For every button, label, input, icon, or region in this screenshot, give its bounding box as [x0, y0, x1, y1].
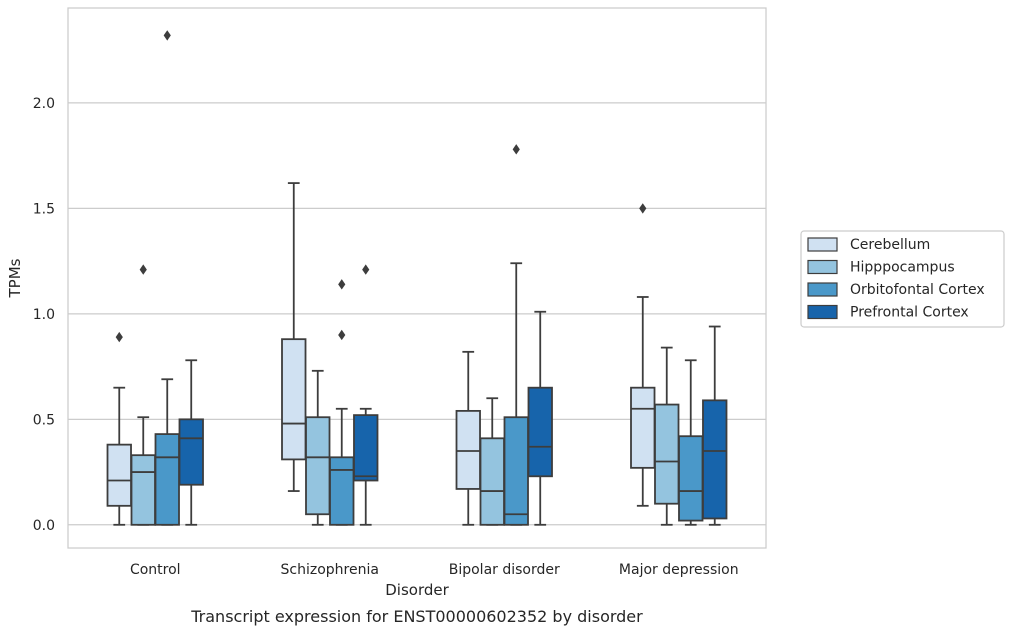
box-plot	[329, 279, 355, 526]
outlier-point	[338, 279, 346, 290]
y-tick-labels: 0.0 0.5 1.0 1.5 2.0	[33, 96, 55, 534]
outlier-point	[362, 264, 370, 275]
legend-label: Orbitofontal Cortex	[850, 282, 985, 298]
box-plot	[281, 182, 307, 492]
iqr-box	[678, 435, 704, 522]
x-tick-label: Bipolar disorder	[449, 562, 560, 578]
legend-item: Hipppocampus	[807, 259, 955, 276]
iqr-box	[455, 409, 481, 490]
legend-item: Orbitofontal Cortex	[807, 282, 985, 298]
iqr-box	[154, 433, 180, 526]
iqr-box	[353, 414, 379, 482]
legend-swatch	[807, 282, 838, 297]
box-plot	[106, 331, 132, 526]
box-plot	[678, 359, 704, 526]
box-plot	[305, 369, 331, 526]
legend-item: Prefrontal Cortex	[807, 304, 969, 321]
box-group	[281, 182, 379, 526]
iqr-box	[630, 386, 656, 469]
box-plot	[130, 264, 156, 526]
iqr-box	[654, 403, 680, 505]
y-tick-label: 0.0	[33, 518, 55, 534]
box-group	[630, 203, 728, 526]
legend-label: Cerebellum	[850, 237, 930, 253]
legend-label: Prefrontal Cortex	[850, 305, 969, 321]
x-tick-labels: Control Schizophrenia Bipolar disorder Majo…	[130, 562, 739, 578]
outlier-point	[139, 264, 147, 275]
iqr-box	[329, 456, 355, 526]
iqr-box	[281, 338, 307, 461]
box-plot	[527, 310, 553, 526]
y-tick-label: 0.5	[33, 412, 55, 428]
box-plot	[353, 264, 379, 526]
plot-frame	[67, 7, 767, 549]
x-axis-label: Disorder	[385, 581, 449, 599]
outlier-point	[512, 144, 520, 155]
legend-swatch	[807, 304, 838, 320]
y-tick-label: 1.5	[33, 201, 55, 217]
outlier-point	[115, 331, 123, 343]
y-axis-label: TPMs	[6, 258, 24, 298]
box-groups	[106, 30, 728, 526]
box-plot	[178, 359, 204, 526]
outlier-point	[338, 329, 346, 341]
legend-swatch	[807, 237, 838, 252]
x-tick-label: Control	[130, 562, 181, 578]
iqr-box	[106, 443, 132, 507]
x-tick-label: Schizophrenia	[281, 562, 379, 578]
box-plot	[154, 30, 180, 526]
y-tick-label: 1.0	[33, 307, 55, 323]
iqr-box	[503, 416, 529, 526]
iqr-box	[527, 386, 553, 478]
box-plot	[702, 325, 728, 526]
iqr-box	[479, 437, 505, 526]
outlier-point	[639, 203, 647, 214]
legend: Cerebellum Hipppocampus Orbitofontal Corte…	[800, 230, 1005, 328]
legend-label: Hipppocampus	[850, 260, 955, 276]
box-plot	[654, 346, 680, 526]
box-group	[106, 30, 204, 526]
legend-frame	[800, 230, 1005, 328]
iqr-box	[130, 454, 156, 526]
box-plot	[503, 144, 529, 526]
box-plot	[479, 397, 505, 526]
iqr-box	[305, 416, 331, 516]
box-group	[455, 144, 553, 526]
legend-swatch	[807, 259, 838, 275]
box-plot	[455, 350, 481, 526]
outlier-point	[163, 30, 171, 41]
legend-item: Cerebellum	[807, 237, 930, 253]
iqr-box	[178, 418, 204, 486]
chart-caption: Transcript expression for ENST0000060235…	[190, 607, 643, 626]
x-tick-label: Major depression	[619, 562, 739, 578]
iqr-box	[702, 399, 728, 520]
box-plot	[630, 203, 656, 507]
y-tick-label: 2.0	[33, 96, 55, 112]
